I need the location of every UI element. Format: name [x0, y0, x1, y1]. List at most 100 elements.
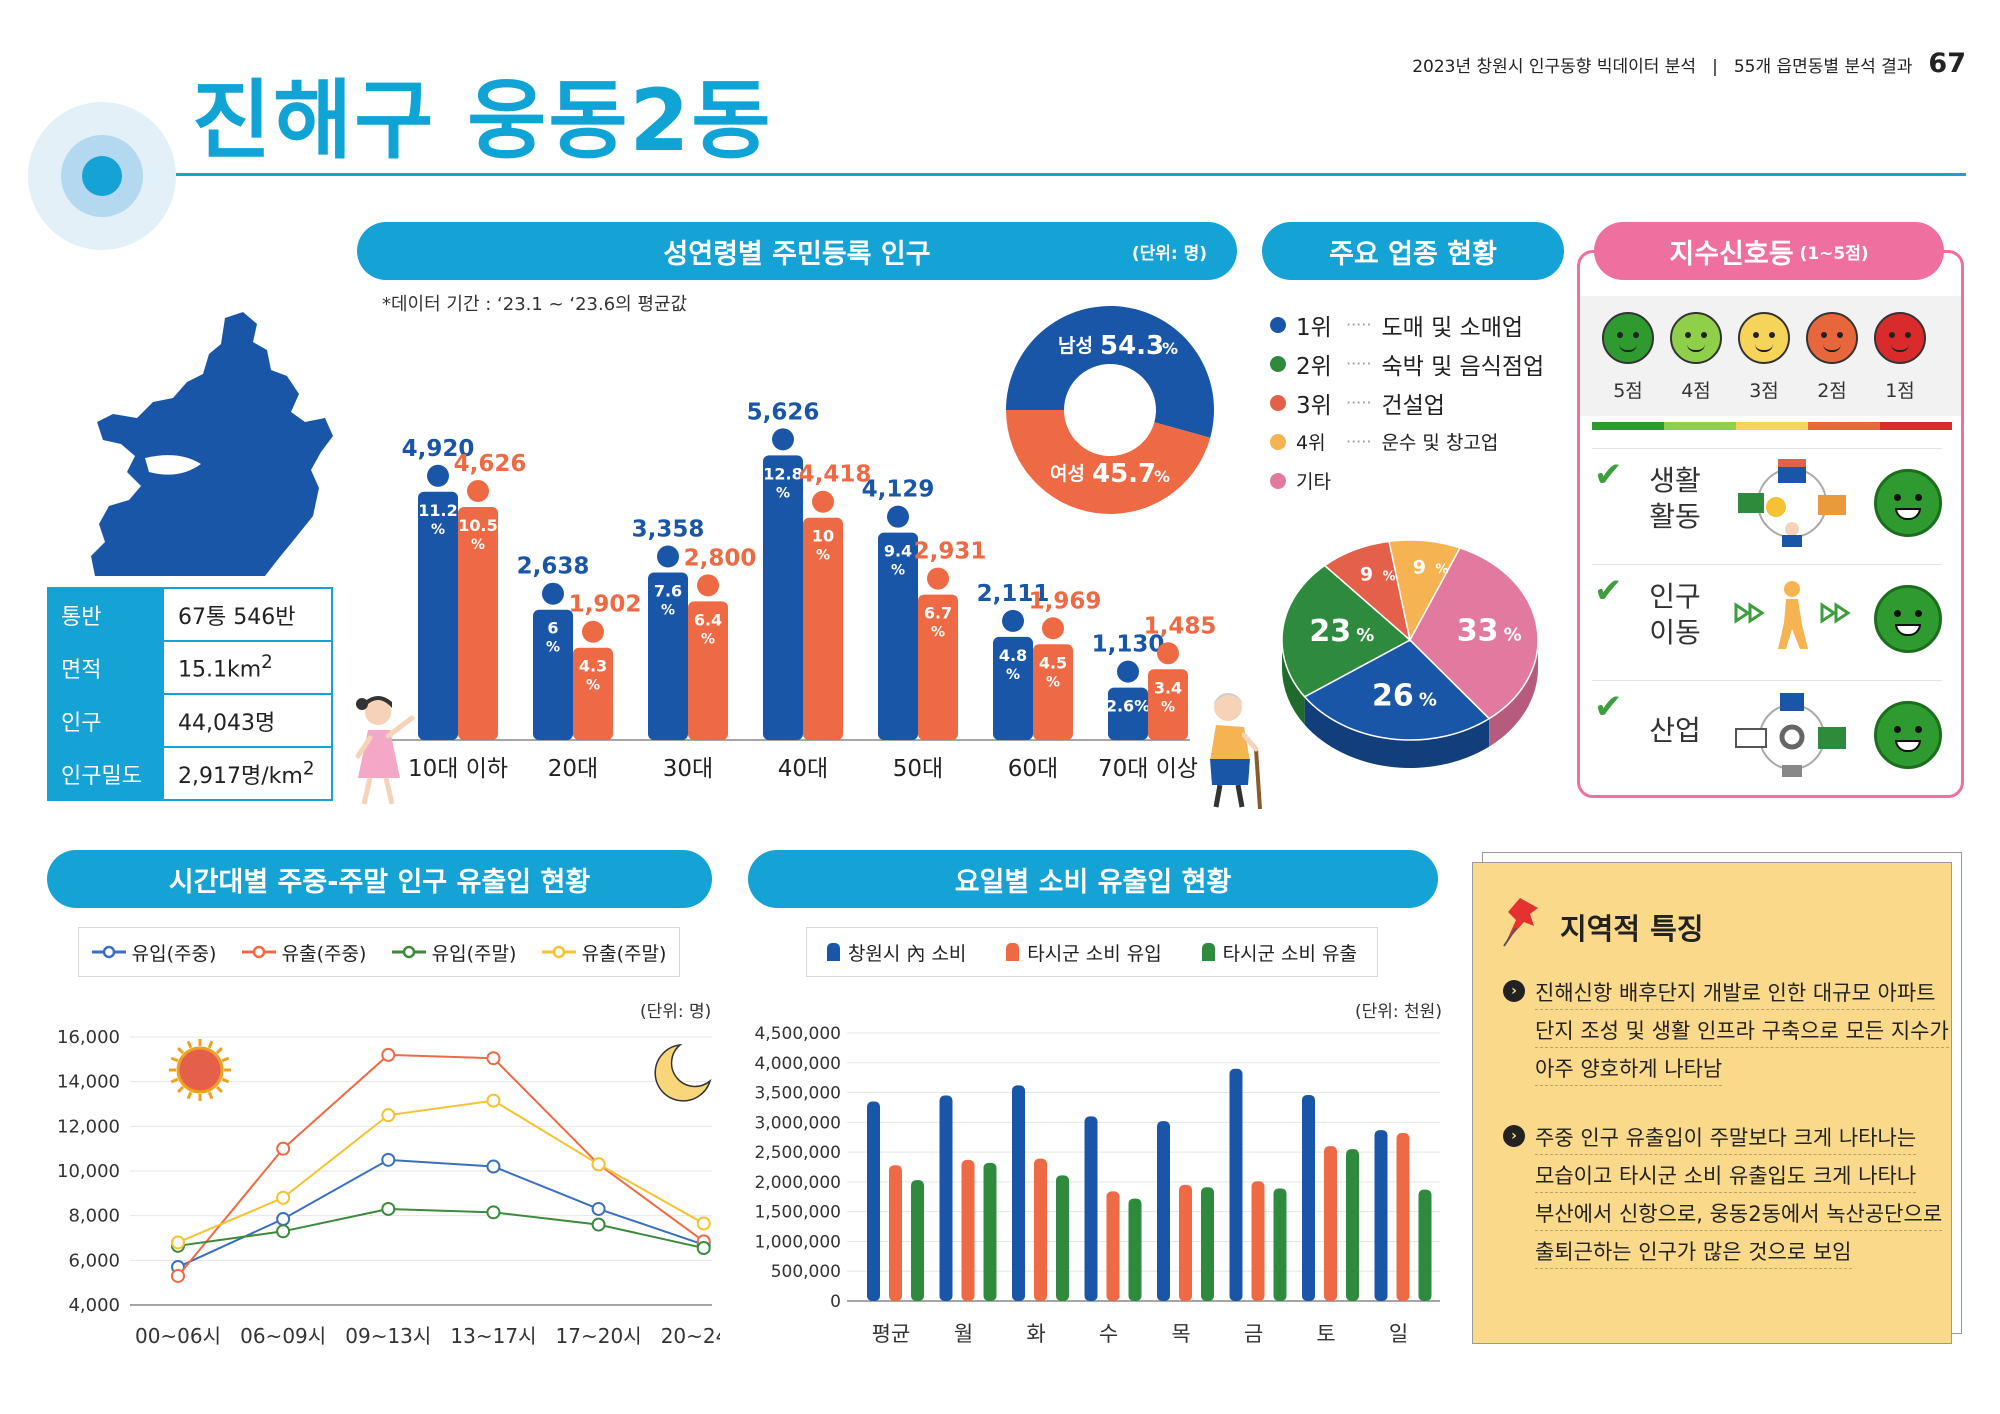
pop-bar-head: [812, 490, 834, 513]
pop-pct-unit: %: [431, 522, 445, 538]
score-label: 4점: [1681, 380, 1711, 402]
industry-rank: 3위: [1296, 392, 1332, 419]
pie-value-label: 26: [1372, 678, 1414, 713]
flow-series-line: [177, 1207, 704, 1250]
pop-bar: [918, 594, 958, 740]
face-mouth-icon: [1823, 344, 1841, 352]
face-mouth-icon: [1891, 344, 1909, 352]
consumption-y-tick: 1,500,000: [754, 1203, 841, 1223]
sun-body: [176, 1046, 224, 1094]
pie-side: [1304, 696, 1490, 768]
pie-side: [1489, 640, 1538, 747]
indicator-row-life: ✔ 생활 활동: [1592, 448, 1942, 560]
consumption-y-tick: 2,000,000: [754, 1173, 841, 1193]
signal-subtitle: (1~5점): [1799, 243, 1869, 264]
pop-value-label: 2,638: [517, 554, 590, 580]
donut-female-label: 여성: [1050, 463, 1085, 485]
consumption-legend-label: 타시군 소비 유입: [1027, 942, 1162, 965]
migration-icon: [1734, 581, 1851, 649]
face-mouth-icon: [1895, 624, 1921, 636]
flow-x-tick: 13~17시: [450, 1324, 536, 1348]
pop-bar-head: [582, 620, 604, 643]
sun-ray: [207, 1091, 214, 1100]
pop-value-label: 1,130: [1092, 632, 1165, 658]
pop-value-label: 2,800: [684, 545, 757, 571]
flow-unit: (단위: 명): [640, 1002, 712, 1022]
consumption-bar: [939, 1095, 953, 1301]
consumption-bar: [1157, 1121, 1170, 1301]
consumption-bar: [1106, 1191, 1120, 1301]
pop-value-label: 2,931: [914, 539, 987, 565]
flow-legend-item: 유입(주중): [91, 939, 216, 966]
donut-male-label: 남성: [1058, 335, 1093, 357]
consumption-legend-label: 타시군 소비 유출: [1222, 942, 1358, 965]
consumption-bar: [1324, 1146, 1337, 1301]
flow-x-tick: 17~20시: [556, 1324, 642, 1348]
consumption-y-tick: 500,000: [771, 1262, 841, 1282]
flow-point: [276, 1190, 291, 1205]
score-color-bar: [1664, 422, 1736, 430]
donut-male-slice: [1006, 306, 1214, 438]
sun-ray: [221, 1077, 230, 1084]
population-title: 성연령별 주민등록 인구: [663, 238, 931, 270]
flow-title: 시간대별 주중-주말 인구 유출입 현황: [168, 866, 591, 898]
industry-name: 도매 및 소매업: [1381, 314, 1524, 341]
consumption-bar: [1034, 1158, 1047, 1301]
pop-bar-head: [1157, 642, 1179, 665]
face-eye-icon: [1894, 494, 1901, 501]
pop-pct-unit: %: [931, 625, 945, 641]
pop-bar-head: [1117, 660, 1139, 683]
pie-value-label: 23: [1309, 614, 1351, 649]
flow-point: [591, 1201, 606, 1216]
legend-dots: ·····: [1346, 354, 1372, 373]
flow-x-tick: 00~06시: [135, 1324, 221, 1348]
pop-pct-label: 4.8: [999, 646, 1027, 665]
pop-bar-head: [657, 545, 679, 568]
check-icon: ✔: [1594, 687, 1623, 727]
flow-point: [591, 1157, 606, 1172]
pop-category-label: 50대: [893, 756, 943, 782]
moon-icon: [654, 1043, 712, 1102]
pop-value-label: 4,129: [862, 477, 935, 503]
consumption-x-tick: 평균: [872, 1322, 911, 1346]
pop-bar-head: [772, 428, 794, 451]
population-unit: (단위: 명): [1131, 243, 1207, 264]
pop-bar-head: [1042, 617, 1064, 640]
industry-title: 주요 업종 현황: [1329, 238, 1497, 270]
face-eye-icon: [1905, 332, 1911, 338]
info-value: 15.1km2: [162, 640, 333, 695]
consumption-legend: 창원시 內 소비 타시군 소비 유입 타시군 소비 유출: [806, 927, 1378, 977]
face-mouth-icon: [1687, 344, 1705, 352]
sun-ray: [170, 1077, 179, 1084]
industry-legend-item: 3위 ····· 건설업: [1270, 383, 1590, 422]
pop-value-label: 3,358: [632, 517, 705, 543]
legend-marker: [402, 945, 415, 959]
regional-title: 지역적 특징: [1560, 912, 1704, 946]
pop-bar-head: [1002, 609, 1024, 632]
sun-ray: [177, 1047, 185, 1055]
sun-ray: [207, 1040, 214, 1049]
pie-value-unit: %: [1419, 689, 1437, 710]
pop-value-label: 1,969: [1029, 588, 1102, 614]
pop-bar-head: [927, 567, 949, 590]
signal-title: 지수신호등: [1669, 238, 1794, 270]
consumption-legend-label: 창원시 內 소비: [847, 942, 967, 965]
legend-marker: [102, 945, 115, 959]
consumption-x-tick: 토: [1316, 1322, 1335, 1346]
consumption-bar-chart: 4,500,000 4,000,000 3,500,000 3,000,000 2,50…: [754, 1024, 1440, 1346]
header-meta: 2023년 창원시 인구동향 빅데이터 분석 | 55개 읍면동별 분석 결과 …: [1390, 48, 1966, 79]
score-label: 1점: [1885, 380, 1915, 402]
consumption-y-tick: 4,500,000: [754, 1024, 841, 1044]
sun-ray: [186, 1091, 193, 1100]
pie-value-unit: %: [1356, 625, 1374, 646]
info-key: 통반: [47, 587, 164, 642]
score-color-bar: [1880, 422, 1952, 430]
face-mouth-icon: [1755, 344, 1773, 352]
pop-bar-head: [887, 505, 909, 528]
pop-pct-label: 3.4: [1154, 678, 1182, 697]
flow-y-tick: 16,000: [57, 1027, 120, 1048]
flow-x-tick: 06~09시: [240, 1324, 326, 1348]
pop-bar: [573, 647, 613, 740]
consumption-bar: [961, 1159, 975, 1301]
sun-ray: [170, 1056, 179, 1063]
